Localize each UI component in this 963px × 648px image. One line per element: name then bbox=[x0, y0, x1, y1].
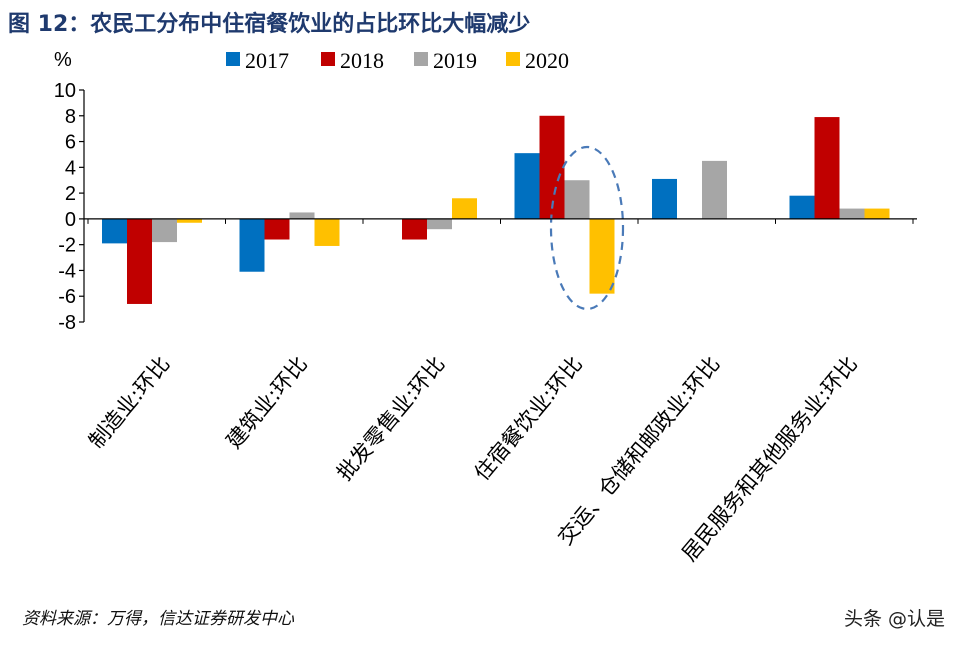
legend-swatch-2019 bbox=[414, 52, 428, 66]
bar-2019 bbox=[152, 218, 177, 243]
bar-2017 bbox=[239, 218, 265, 272]
legend-swatch-2017 bbox=[226, 52, 240, 66]
legend: 2017 2018 2019 2020 bbox=[226, 48, 569, 73]
legend-label-2017: 2017 bbox=[245, 48, 289, 73]
y-tick-label: -2 bbox=[58, 235, 76, 257]
y-tick-label: 6 bbox=[65, 132, 76, 154]
category-label: 住宿餐饮业:环比 bbox=[470, 352, 587, 485]
category-label: 批发零售业:环比 bbox=[332, 352, 449, 485]
bar-2020 bbox=[864, 208, 890, 219]
bar-2018 bbox=[402, 218, 427, 240]
bar-2019 bbox=[289, 212, 315, 219]
y-tick-label: -4 bbox=[58, 260, 76, 282]
highlight-ellipse-shape bbox=[549, 145, 625, 311]
category-label: 交运、仓储和邮政业:环比 bbox=[553, 352, 724, 550]
legend-label-2018: 2018 bbox=[340, 48, 384, 73]
bar-2020 bbox=[452, 198, 477, 219]
legend-label-2020: 2020 bbox=[525, 48, 569, 73]
category-label: 建筑业:环比 bbox=[222, 352, 312, 453]
y-tick-label: -6 bbox=[58, 286, 76, 308]
bar-2018 bbox=[127, 218, 152, 304]
legend-swatch-2018 bbox=[321, 52, 335, 66]
bar-2018 bbox=[814, 117, 840, 219]
bar-2019 bbox=[564, 180, 590, 219]
legend-swatch-2020 bbox=[506, 52, 520, 66]
category-label: 制造业:环比 bbox=[84, 352, 174, 453]
bar-2019 bbox=[839, 208, 865, 219]
bar-2017 bbox=[102, 218, 127, 244]
x-axis bbox=[84, 218, 917, 224]
bar-2020 bbox=[177, 218, 202, 223]
watermark: 头条 @认是 bbox=[843, 608, 945, 630]
chart-title: 图 12：农民工分布中住宿餐饮业的占比环比大幅减少 bbox=[8, 12, 531, 37]
bar-2017 bbox=[789, 195, 815, 219]
y-tick-label: 10 bbox=[54, 80, 76, 102]
bar-2017 bbox=[652, 178, 677, 219]
y-axis: 10 8 6 4 2 0 -2 -4 -6 -8 bbox=[54, 80, 85, 334]
bar-2020 bbox=[314, 218, 340, 246]
legend-label-2019: 2019 bbox=[433, 48, 477, 73]
category-labels: 制造业:环比 建筑业:环比 批发零售业:环比 住宿餐饮业:环比交运、仓储和邮政业:环比… bbox=[84, 352, 862, 566]
bar-2020 bbox=[589, 218, 615, 294]
y-tick-label: 2 bbox=[65, 183, 76, 205]
y-tick-label: -8 bbox=[58, 312, 76, 334]
bars bbox=[102, 115, 890, 304]
y-unit-label: % bbox=[54, 49, 72, 71]
source-note: 资料来源：万得，信达证券研发中心 bbox=[22, 609, 294, 629]
bar-2019 bbox=[702, 160, 727, 219]
bar-2019 bbox=[427, 218, 452, 230]
y-tick-label: 0 bbox=[65, 209, 76, 231]
highlight-ellipse bbox=[549, 145, 625, 311]
y-tick-label: 8 bbox=[65, 106, 76, 128]
bar-2018 bbox=[264, 218, 290, 240]
bar-2017 bbox=[514, 153, 540, 219]
y-tick-label: 4 bbox=[65, 157, 76, 179]
